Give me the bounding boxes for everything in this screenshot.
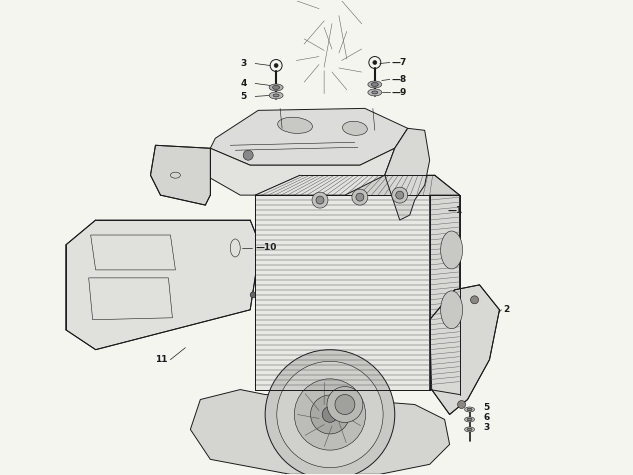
Text: 3: 3 <box>241 59 246 68</box>
Ellipse shape <box>467 418 472 421</box>
Circle shape <box>311 395 349 434</box>
Text: —10: —10 <box>255 244 277 253</box>
Polygon shape <box>205 148 395 195</box>
Ellipse shape <box>273 94 279 97</box>
Circle shape <box>294 379 366 450</box>
Circle shape <box>243 150 253 160</box>
Ellipse shape <box>273 86 280 89</box>
Circle shape <box>327 387 363 422</box>
Text: —1: —1 <box>448 206 463 215</box>
Polygon shape <box>66 220 260 350</box>
Polygon shape <box>210 108 408 165</box>
Ellipse shape <box>441 231 463 269</box>
Ellipse shape <box>465 427 475 432</box>
Polygon shape <box>430 285 499 415</box>
Text: 4: 4 <box>241 79 247 88</box>
Circle shape <box>312 192 328 208</box>
Polygon shape <box>255 195 430 390</box>
Ellipse shape <box>269 84 283 91</box>
Polygon shape <box>430 195 460 395</box>
Ellipse shape <box>441 291 463 329</box>
Polygon shape <box>151 145 210 205</box>
Polygon shape <box>191 390 449 475</box>
Ellipse shape <box>372 83 379 86</box>
Ellipse shape <box>278 117 313 133</box>
Polygon shape <box>385 128 420 185</box>
Text: 5: 5 <box>241 92 246 101</box>
Ellipse shape <box>269 92 283 99</box>
Circle shape <box>316 196 324 204</box>
Circle shape <box>352 189 368 205</box>
Text: 2: 2 <box>503 305 510 314</box>
Circle shape <box>392 187 408 203</box>
Text: 3: 3 <box>484 423 490 432</box>
Circle shape <box>470 296 479 304</box>
Text: 5: 5 <box>484 403 490 412</box>
Circle shape <box>277 361 383 467</box>
Ellipse shape <box>465 407 475 412</box>
Circle shape <box>356 193 364 201</box>
Circle shape <box>250 292 256 298</box>
Ellipse shape <box>368 89 382 96</box>
Ellipse shape <box>372 91 378 94</box>
Circle shape <box>396 191 404 199</box>
Polygon shape <box>385 128 430 220</box>
Circle shape <box>373 60 377 65</box>
Circle shape <box>458 400 465 408</box>
Ellipse shape <box>467 428 472 431</box>
Ellipse shape <box>368 81 382 88</box>
Circle shape <box>335 395 355 415</box>
Text: —7: —7 <box>392 58 407 67</box>
Circle shape <box>265 350 395 475</box>
Ellipse shape <box>342 121 367 135</box>
Text: —9: —9 <box>392 88 407 97</box>
Text: 6: 6 <box>484 413 490 422</box>
Ellipse shape <box>467 408 472 411</box>
Circle shape <box>274 64 278 67</box>
Text: —8: —8 <box>392 75 407 84</box>
Circle shape <box>322 407 338 422</box>
Ellipse shape <box>465 417 475 422</box>
Polygon shape <box>255 175 460 220</box>
Text: 11: 11 <box>156 355 168 364</box>
